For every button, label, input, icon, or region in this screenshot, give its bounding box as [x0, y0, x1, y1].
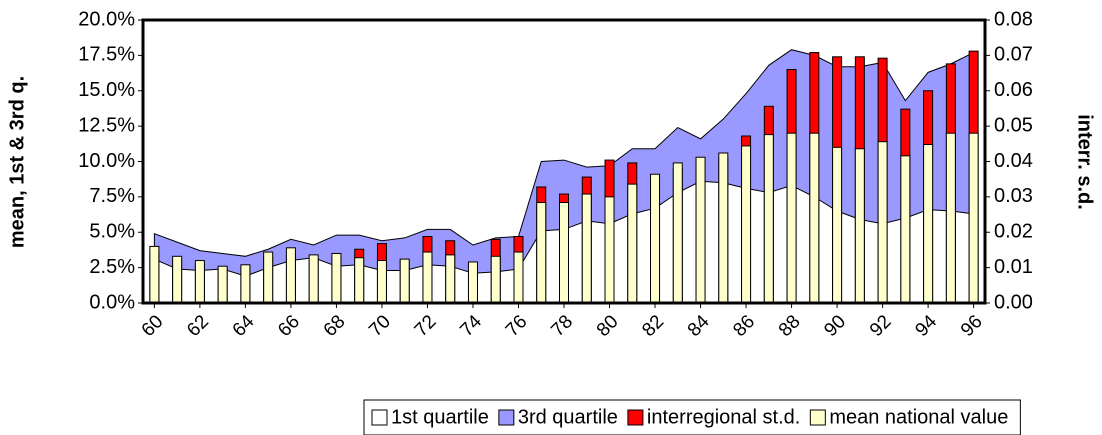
x-tick-label: 70	[365, 311, 395, 341]
x-tick-label: 76	[502, 311, 532, 341]
bar	[399, 258, 410, 304]
x-tick-label: 66	[274, 311, 304, 341]
x-tick-label: 96	[957, 311, 987, 341]
bar	[559, 202, 569, 304]
bar	[490, 255, 501, 304]
bar	[376, 260, 387, 304]
bar	[422, 251, 433, 304]
y2-tick-label: 0.03	[994, 185, 1033, 207]
bar	[331, 252, 342, 304]
bar	[877, 141, 888, 304]
bar	[467, 261, 478, 304]
bar	[581, 193, 592, 304]
y2-tick-label: 0.00	[994, 291, 1033, 313]
bar	[308, 254, 319, 304]
x-tick-label: 68	[320, 311, 350, 341]
y-tick-label: 5.0%	[89, 221, 135, 243]
bar	[263, 251, 274, 304]
y2-tick-label: 0.08	[994, 8, 1033, 30]
y-tick-label: 10.0%	[78, 150, 135, 172]
y-tick-label: 2.5%	[89, 256, 135, 278]
y2-tick-label: 0.06	[994, 79, 1033, 101]
legend-label: interregional st.d.	[647, 406, 800, 428]
bar	[854, 148, 865, 304]
bar	[695, 156, 706, 304]
legend-swatch	[498, 409, 515, 426]
bar	[832, 146, 843, 304]
bar	[536, 202, 547, 304]
legend-swatch	[371, 409, 388, 426]
y-tick-label: 12.5%	[78, 114, 135, 136]
legend-label: 3rd quartile	[518, 406, 618, 428]
bar	[172, 255, 183, 304]
bar	[945, 132, 956, 304]
x-tick-label: 64	[229, 311, 259, 341]
bar	[627, 183, 638, 304]
y-axis-title: mean, 1st & 3rd q.	[6, 76, 28, 248]
legend-swatch	[627, 409, 644, 426]
bar	[809, 132, 820, 304]
x-tick-label: 72	[411, 311, 441, 341]
legend-label: 1st quartile	[391, 406, 489, 428]
legend: 1st quartile 3rd quartile interregional st…	[363, 399, 1021, 435]
x-tick-label: 84	[684, 311, 714, 341]
y2-tick-label: 0.04	[994, 150, 1033, 172]
x-tick-label: 62	[183, 311, 213, 341]
bar	[786, 132, 797, 304]
x-tick-label: 90	[820, 311, 850, 341]
y2-tick-label: 0.07	[994, 44, 1033, 66]
x-tick-label: 88	[775, 311, 805, 341]
legend-box	[363, 399, 1021, 435]
x-tick-label: 80	[593, 311, 623, 341]
x-tick-label: 92	[866, 311, 896, 341]
x-tick-label: 86	[729, 311, 759, 341]
bar	[285, 247, 296, 304]
bar	[672, 162, 683, 304]
bar	[240, 264, 251, 304]
y2-axis-title: interr. s.d.	[1074, 114, 1096, 210]
y-tick-label: 15.0%	[78, 79, 135, 101]
bar	[149, 245, 160, 304]
bar	[968, 132, 979, 304]
y2-tick-label: 0.05	[994, 114, 1033, 136]
legend-label: mean national value	[829, 406, 1008, 428]
bar	[923, 144, 934, 304]
y-tick-label: 0.0%	[89, 291, 135, 313]
x-tick-label: 60	[138, 311, 168, 341]
bar	[354, 257, 365, 304]
y2-tick-label: 0.02	[994, 221, 1033, 243]
bar	[650, 173, 661, 304]
bar	[900, 155, 911, 304]
y2-tick-label: 0.01	[994, 256, 1033, 278]
y-tick-label: 17.5%	[78, 44, 135, 66]
bar	[445, 254, 456, 304]
legend-swatch	[809, 409, 826, 426]
bar	[604, 196, 615, 304]
bar	[741, 145, 752, 304]
x-tick-label: 78	[547, 311, 577, 341]
bar	[217, 265, 228, 304]
bar	[194, 260, 205, 304]
bar	[513, 251, 524, 304]
x-tick-label: 94	[911, 311, 941, 341]
x-tick-label: 74	[456, 311, 486, 341]
bar	[763, 134, 774, 304]
x-tick-label: 82	[638, 311, 668, 341]
y-tick-label: 20.0%	[78, 8, 135, 30]
bar	[718, 152, 729, 304]
y-tick-label: 7.5%	[89, 185, 135, 207]
